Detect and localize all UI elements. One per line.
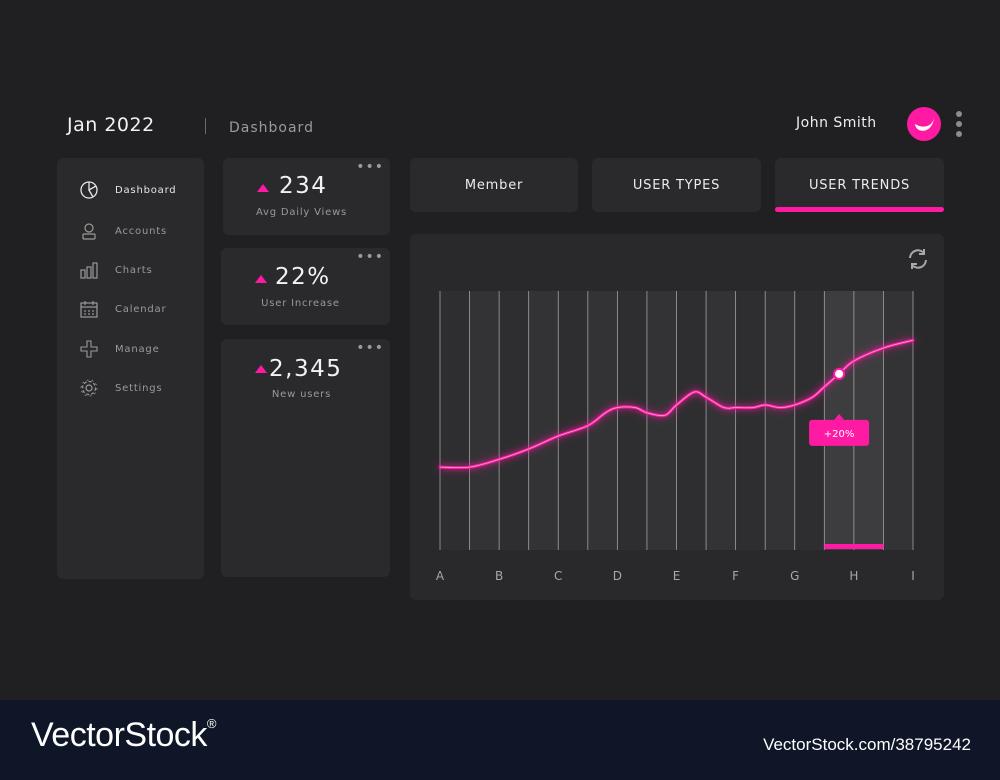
avatar[interactable] (907, 107, 941, 141)
sidebar-item-label: Accounts (115, 225, 167, 237)
user-icon (79, 221, 99, 241)
card-menu-icon[interactable]: ••• (356, 249, 384, 265)
calendar-icon (79, 299, 99, 319)
stat-caption: New users (271, 389, 332, 400)
breadcrumb: Dashboard (229, 120, 314, 136)
avatar-logo-icon (907, 107, 941, 141)
sidebar-item-label: Dashboard (115, 184, 177, 196)
sidebar-item-dashboard[interactable]: Dashboard (57, 176, 204, 204)
sidebar-item-charts[interactable]: Charts (57, 256, 204, 284)
stock-id: VectorStock.com/38795242 (763, 735, 971, 754)
card-menu-icon[interactable]: ••• (356, 159, 384, 175)
stat-value: 22% (275, 264, 331, 290)
header-divider (205, 118, 206, 134)
trend-up-icon (255, 365, 267, 373)
date-label: Jan 2022 (67, 114, 155, 136)
stat-value: 234 (279, 173, 328, 199)
brand-name: VectorStock (31, 716, 207, 754)
sidebar-item-calendar[interactable]: Calendar (57, 295, 204, 323)
stat-card-increase: ••• 22% User Increase (221, 248, 390, 325)
trend-up-icon (255, 275, 267, 283)
tab-user-trends[interactable]: USER TRENDS (775, 158, 944, 212)
tab-user-types[interactable]: USER TYPES (592, 158, 761, 212)
registered-mark: ® (206, 715, 217, 731)
sidebar-item-settings[interactable]: Settings (57, 374, 204, 402)
brand-logo: VectorStock® (31, 715, 217, 755)
sidebar-item-accounts[interactable]: Accounts (57, 217, 204, 245)
pie-chart-icon (79, 180, 99, 200)
chart-panel (410, 234, 944, 600)
sidebar-item-label: Settings (115, 382, 163, 394)
refresh-icon[interactable] (906, 247, 930, 271)
stat-caption: User Increase (261, 298, 340, 309)
stat-card-new-users: ••• 2,345 New users (221, 339, 390, 577)
user-name[interactable]: John Smith (796, 115, 877, 131)
bar-chart-icon (79, 260, 99, 280)
stat-caption: Avg Daily Views (255, 207, 348, 218)
card-menu-icon[interactable]: ••• (356, 340, 384, 356)
active-tab-indicator (775, 207, 944, 212)
sidebar: Dashboard Accounts Charts Calendar Manag… (57, 158, 204, 579)
trend-up-icon (257, 184, 269, 192)
plus-icon (79, 339, 99, 359)
sidebar-item-label: Manage (115, 343, 160, 355)
more-menu-icon[interactable] (955, 111, 963, 137)
tab-member[interactable]: Member (410, 158, 578, 212)
gear-icon (79, 378, 99, 398)
stat-card-views: ••• 234 Avg Daily Views (223, 158, 390, 235)
sidebar-item-label: Charts (115, 264, 153, 276)
sidebar-item-manage[interactable]: Manage (57, 335, 204, 363)
stat-value: 2,345 (269, 356, 343, 382)
footer-banner (0, 700, 1000, 780)
sidebar-item-label: Calendar (115, 303, 167, 315)
